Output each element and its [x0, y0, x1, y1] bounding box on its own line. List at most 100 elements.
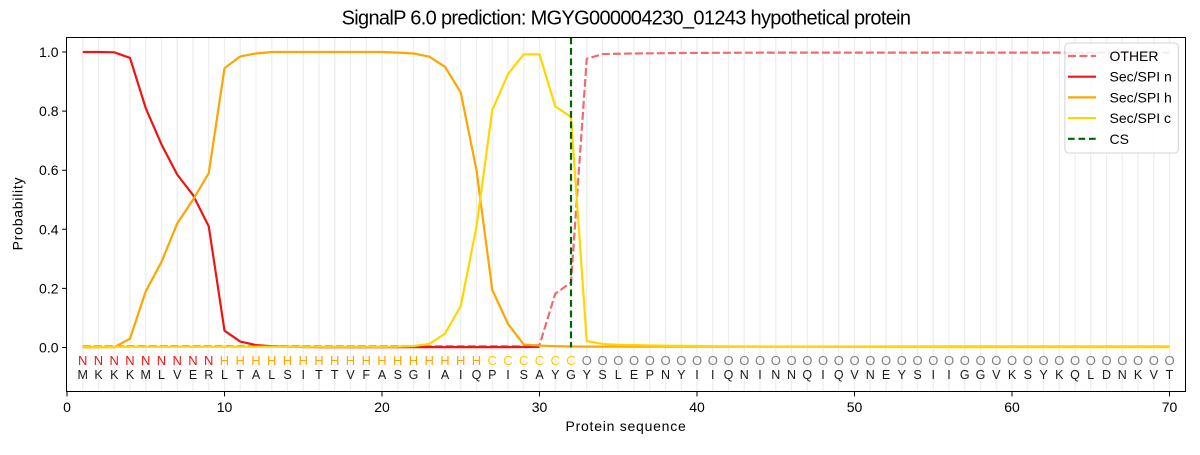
svg-text:O: O [1023, 353, 1033, 368]
svg-text:C: C [566, 353, 575, 368]
svg-text:H: H [456, 353, 465, 368]
svg-text:T: T [1166, 368, 1174, 382]
svg-text:S: S [598, 368, 606, 382]
svg-text:S: S [913, 368, 921, 382]
svg-text:O: O [723, 353, 733, 368]
svg-text:N: N [125, 353, 134, 368]
svg-text:A: A [441, 368, 450, 382]
svg-text:O: O [755, 353, 765, 368]
svg-text:O: O [660, 353, 670, 368]
svg-text:V: V [346, 368, 355, 382]
svg-text:0.0: 0.0 [39, 340, 59, 356]
svg-text:OTHER: OTHER [1110, 48, 1159, 64]
svg-text:L: L [268, 368, 275, 382]
svg-text:O: O [1054, 353, 1064, 368]
svg-text:Y: Y [583, 368, 592, 382]
svg-text:O: O [1164, 353, 1174, 368]
svg-text:N: N [771, 368, 780, 382]
svg-text:O: O [849, 353, 859, 368]
svg-text:Q: Q [1070, 368, 1080, 382]
svg-text:0.4: 0.4 [39, 221, 59, 237]
svg-text:Q: Q [834, 368, 844, 382]
svg-text:N: N [94, 353, 103, 368]
svg-text:C: C [519, 353, 528, 368]
svg-text:T: T [315, 368, 323, 382]
svg-text:S: S [394, 368, 402, 382]
svg-text:O: O [645, 353, 655, 368]
svg-text:P: P [646, 368, 654, 382]
svg-text:10: 10 [217, 399, 233, 415]
svg-text:K: K [126, 368, 135, 382]
svg-text:H: H [346, 353, 355, 368]
svg-text:I: I [932, 368, 935, 382]
svg-text:H: H [409, 353, 418, 368]
svg-text:H: H [267, 353, 276, 368]
svg-text:Y: Y [551, 368, 560, 382]
svg-text:N: N [787, 368, 796, 382]
svg-text:H: H [440, 353, 449, 368]
svg-text:N: N [110, 353, 119, 368]
svg-text:O: O [975, 353, 985, 368]
svg-text:O: O [692, 353, 702, 368]
svg-text:O: O [1133, 353, 1143, 368]
svg-text:O: O [1117, 353, 1127, 368]
svg-text:E: E [882, 368, 890, 382]
svg-text:Sec/SPI n: Sec/SPI n [1110, 69, 1172, 85]
svg-text:O: O [582, 353, 592, 368]
svg-text:S: S [283, 368, 291, 382]
svg-text:H: H [251, 353, 260, 368]
svg-text:C: C [503, 353, 512, 368]
svg-text:C: C [535, 353, 544, 368]
svg-text:I: I [428, 368, 431, 382]
svg-text:A: A [252, 368, 261, 382]
svg-text:0.8: 0.8 [39, 103, 59, 119]
svg-text:O: O [629, 353, 639, 368]
svg-text:N: N [141, 353, 150, 368]
svg-text:H: H [283, 353, 292, 368]
svg-text:SignalP 6.0 prediction: MGYG00: SignalP 6.0 prediction: MGYG000004230_01… [342, 8, 911, 30]
svg-text:CS: CS [1110, 131, 1129, 147]
svg-text:70: 70 [1162, 399, 1178, 415]
svg-text:O: O [786, 353, 796, 368]
svg-text:O: O [613, 353, 623, 368]
svg-text:A: A [535, 368, 544, 382]
svg-text:N: N [740, 368, 749, 382]
svg-text:H: H [393, 353, 402, 368]
svg-text:I: I [821, 368, 824, 382]
svg-text:V: V [992, 368, 1001, 382]
svg-text:O: O [834, 353, 844, 368]
svg-text:I: I [711, 368, 714, 382]
svg-text:M: M [78, 368, 88, 382]
svg-text:K: K [1134, 368, 1143, 382]
svg-text:E: E [189, 368, 197, 382]
svg-text:T: T [236, 368, 244, 382]
svg-text:0: 0 [63, 399, 71, 415]
svg-text:G: G [976, 368, 986, 382]
svg-text:K: K [110, 368, 119, 382]
svg-text:O: O [944, 353, 954, 368]
svg-text:O: O [708, 353, 718, 368]
svg-text:O: O [881, 353, 891, 368]
svg-text:T: T [331, 368, 339, 382]
svg-text:H: H [299, 353, 308, 368]
svg-text:O: O [991, 353, 1001, 368]
svg-text:V: V [173, 368, 182, 382]
svg-text:N: N [188, 353, 197, 368]
svg-text:Probability: Probability [10, 177, 26, 251]
svg-text:N: N [173, 353, 182, 368]
svg-text:50: 50 [847, 399, 863, 415]
svg-text:O: O [818, 353, 828, 368]
svg-text:C: C [488, 353, 497, 368]
svg-text:O: O [739, 353, 749, 368]
svg-text:H: H [236, 353, 245, 368]
svg-text:60: 60 [1004, 399, 1020, 415]
svg-text:V: V [850, 368, 859, 382]
svg-text:Q: Q [724, 368, 734, 382]
svg-text:H: H [377, 353, 386, 368]
svg-text:S: S [1024, 368, 1032, 382]
svg-text:O: O [1086, 353, 1096, 368]
svg-text:A: A [378, 368, 387, 382]
svg-text:G: G [409, 368, 419, 382]
svg-text:E: E [630, 368, 638, 382]
svg-text:P: P [488, 368, 496, 382]
